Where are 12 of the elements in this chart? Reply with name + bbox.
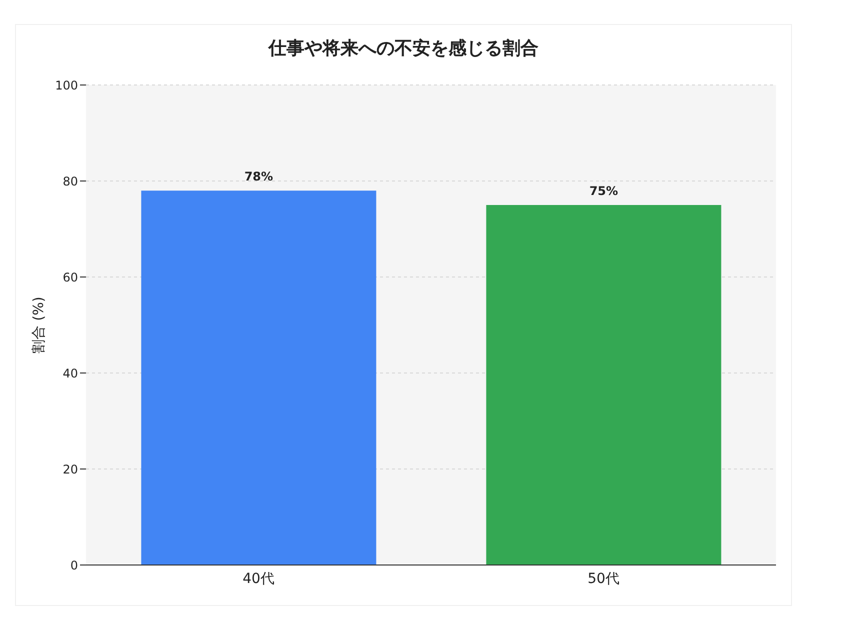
y-tick-label: 0 <box>70 558 78 572</box>
y-tick-label: 20 <box>62 462 78 476</box>
y-tick-label: 60 <box>62 270 78 284</box>
x-tick-label: 40代 <box>242 570 274 587</box>
chart-title: 仕事や将来への不安を感じる割合 <box>267 36 540 60</box>
x-tick-label: 50代 <box>588 570 620 587</box>
y-tick-label: 100 <box>55 78 78 92</box>
data-label: 78% <box>244 170 274 184</box>
y-tick-label: 40 <box>62 366 78 380</box>
y-tick-label: 80 <box>62 174 78 188</box>
y-axis-title: 割合 (%) <box>30 296 47 354</box>
data-label: 75% <box>589 184 618 198</box>
